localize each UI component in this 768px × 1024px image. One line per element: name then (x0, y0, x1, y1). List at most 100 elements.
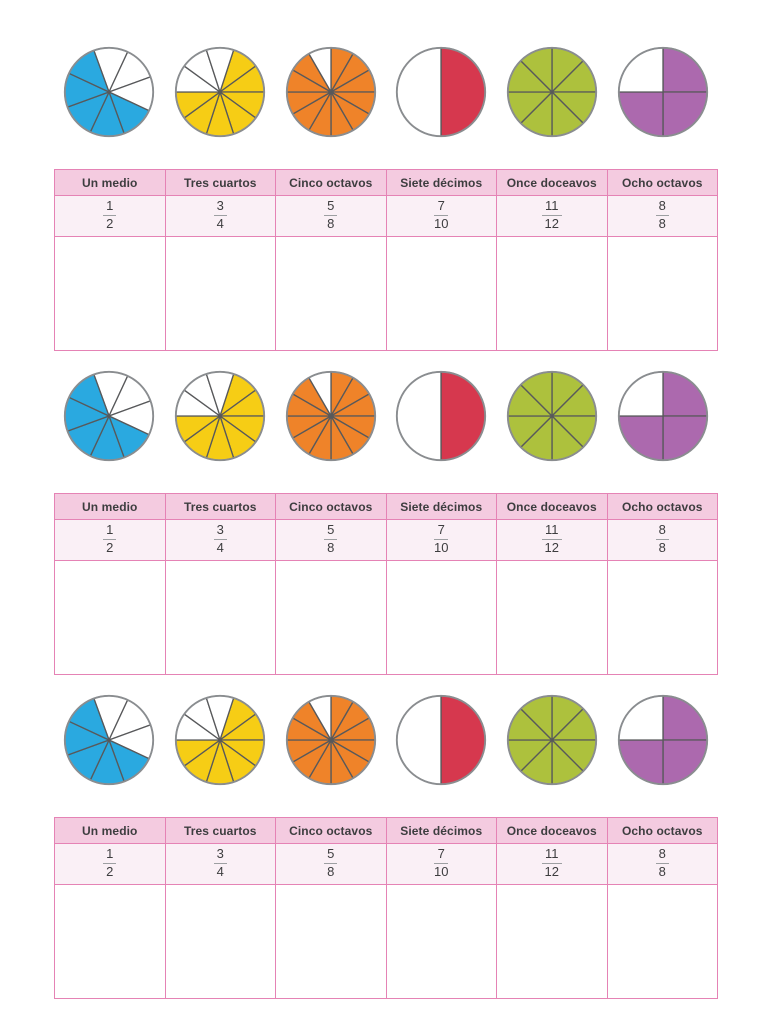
answer-cell-1[interactable] (164, 560, 276, 675)
fraction-numerator: 8 (655, 198, 669, 216)
fraction: 7 10 (434, 522, 449, 557)
fraction-numerator: 11 (542, 522, 562, 540)
pie-cell-purple (607, 693, 718, 787)
answer-cell-1[interactable] (164, 884, 276, 999)
answer-cell-2[interactable] (275, 560, 387, 675)
fraction-table-1: Un medio Tres cuartos Cinco octavos Siete d… (54, 169, 718, 351)
fraction-numerator: 3 (213, 522, 227, 540)
pie-once-doceavos-outline (285, 370, 376, 462)
fraction-numerator: 5 (324, 846, 338, 864)
pie-siete-decimos (174, 370, 266, 462)
fraction-denominator: 8 (658, 216, 666, 232)
fraction-numerator: 7 (434, 522, 449, 540)
worksheet-section-1: Un medio Tres cuartos Cinco octavos Siete d… (0, 45, 768, 351)
pie-un-medio-slice-2-unshaded (396, 47, 443, 137)
fraction: 7 10 (434, 198, 449, 233)
answer-cell-5[interactable] (606, 236, 718, 351)
pie-cinco-octavos (64, 694, 155, 786)
pie-cell-orange (275, 369, 386, 463)
column-header-2: Cinco octavos (275, 817, 387, 844)
pie-siete-decimos-outline (174, 694, 266, 786)
answer-cell-1[interactable] (164, 236, 276, 351)
fraction-cell-3: 7 10 (385, 843, 497, 885)
fraction: 11 12 (542, 198, 562, 233)
pie-once-doceavos (285, 46, 376, 138)
answer-cell-5[interactable] (606, 560, 718, 675)
pie-un-medio-outline (396, 694, 487, 786)
pie-once-doceavos-outline (285, 46, 376, 138)
answer-cell-4[interactable] (496, 560, 608, 675)
column-header-3: Siete décimos (385, 493, 497, 520)
fraction-numerator: 11 (542, 198, 562, 216)
pie-un-medio-slice-1-shaded (440, 371, 487, 461)
fraction-numerator: 3 (213, 846, 227, 864)
answer-cell-5[interactable] (606, 884, 718, 999)
answer-cell-4[interactable] (496, 236, 608, 351)
fraction: 7 10 (434, 846, 449, 881)
fraction-denominator: 2 (106, 216, 114, 232)
fraction-numerator: 1 (103, 198, 117, 216)
pie-cell-blue (54, 369, 165, 463)
fraction-numerator: 5 (324, 522, 338, 540)
column-header-3: Siete décimos (385, 169, 497, 196)
answer-cell-3[interactable] (385, 884, 497, 999)
worksheet-section-3: Un medio Tres cuartos Cinco octavos Siete d… (0, 693, 768, 999)
column-header-4: Once doceavos (496, 493, 608, 520)
answer-cell-4[interactable] (496, 884, 608, 999)
fraction-denominator: 2 (106, 540, 114, 556)
answer-cell-3[interactable] (385, 560, 497, 675)
pie-tres-cuartos (617, 46, 708, 138)
fraction-denominator: 12 (544, 540, 559, 556)
pie-cell-orange (275, 45, 386, 139)
fraction-denominator: 10 (434, 864, 449, 880)
pie-tres-cuartos-outline (617, 694, 708, 786)
fraction-table-2: Un medio Tres cuartos Cinco octavos Siete d… (54, 493, 718, 675)
fraction-numerator: 8 (655, 846, 669, 864)
table-header-row: Un medio Tres cuartos Cinco octavos Siete d… (54, 169, 718, 196)
column-header-1: Tres cuartos (164, 817, 276, 844)
fraction-denominator: 4 (216, 540, 224, 556)
answer-cell-0[interactable] (54, 884, 166, 999)
answer-cell-2[interactable] (275, 884, 387, 999)
pie-cell-yellow (165, 693, 276, 787)
pie-cell-green (497, 45, 608, 139)
column-header-0: Un medio (54, 169, 166, 196)
pie-cinco-octavos-outline (64, 46, 155, 138)
pie-once-doceavos (285, 694, 376, 786)
fraction-denominator: 8 (327, 864, 335, 880)
pie-un-medio-slice-1-shaded (440, 47, 487, 137)
answer-cell-3[interactable] (385, 236, 497, 351)
pie-cinco-octavos-outline (64, 370, 155, 462)
answer-row (54, 560, 718, 675)
pie-siete-decimos-outline (174, 46, 266, 138)
column-header-1: Tres cuartos (164, 493, 276, 520)
answer-cell-2[interactable] (275, 236, 387, 351)
pie-tres-cuartos-outline (617, 370, 708, 462)
column-header-0: Un medio (54, 817, 166, 844)
fraction-numerator: 1 (103, 846, 117, 864)
pie-un-medio-slice-1-shaded (440, 695, 487, 785)
fraction-denominator: 10 (434, 216, 449, 232)
pie-tres-cuartos (617, 370, 708, 462)
answer-cell-0[interactable] (54, 236, 166, 351)
pie-siete-decimos-outline (174, 370, 266, 462)
pie-cell-green (497, 369, 608, 463)
fraction-denominator: 12 (544, 216, 559, 232)
answer-cell-0[interactable] (54, 560, 166, 675)
fraction: 11 12 (542, 522, 562, 557)
fraction-denominator: 12 (544, 864, 559, 880)
column-header-5: Ocho octavos (606, 817, 718, 844)
